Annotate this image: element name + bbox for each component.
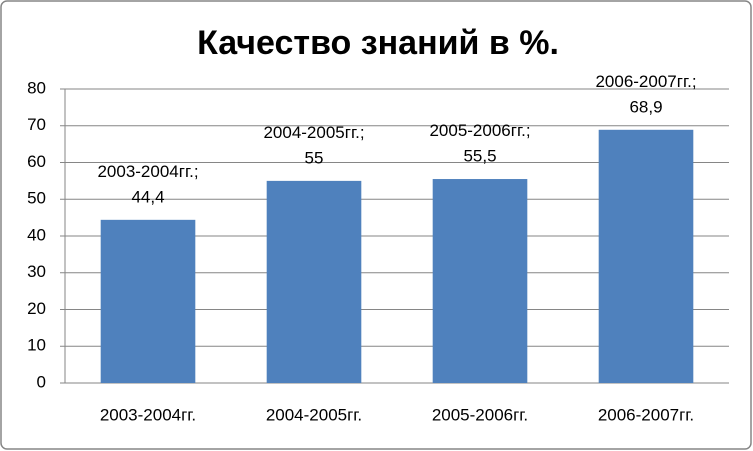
y-tick-label: 80 [27,78,46,97]
bar [100,219,196,383]
x-tick-label: 2005-2006гг. [432,405,528,424]
y-tick-label: 30 [27,262,46,281]
chart-title: Качество знаний в %. [197,24,559,62]
bar [598,129,694,383]
data-label-category: 2003-2004гг. [97,162,193,181]
y-tick-label: 0 [37,372,46,391]
bar [266,180,362,383]
data-label-value: 44,4 [131,187,164,206]
data-label-category: 2006-2007гг. [595,72,691,91]
data-label-category: 2004-2005гг. [263,123,359,142]
y-tick-label: 60 [27,152,46,171]
y-tick-label: 70 [27,115,46,134]
bar [432,179,528,383]
x-tick-label: 2003-2004гг. [100,405,196,424]
y-tick-label: 20 [27,299,46,318]
data-label-separator: ; [692,72,697,91]
data-label-category: 2005-2006гг. [429,122,525,141]
data-label-separator: ; [526,122,531,141]
x-tick-label: 2004-2005гг. [266,405,362,424]
data-label-value: 55,5 [463,147,496,166]
y-tick-label: 10 [27,336,46,355]
data-label: 2004-2005гг.; [263,123,364,142]
y-tick-label: 40 [27,225,46,244]
x-tick-label: 2006-2007гг. [598,405,694,424]
data-label-separator: ; [360,123,365,142]
data-label: 2006-2007гг.; [595,72,696,91]
data-label: 2003-2004гг.; [97,162,198,181]
data-label-value: 68,9 [629,97,662,116]
data-label: 2005-2006гг.; [429,122,530,141]
data-label-separator: ; [194,162,199,181]
y-tick-label: 50 [27,189,46,208]
data-label-value: 55 [305,148,324,167]
